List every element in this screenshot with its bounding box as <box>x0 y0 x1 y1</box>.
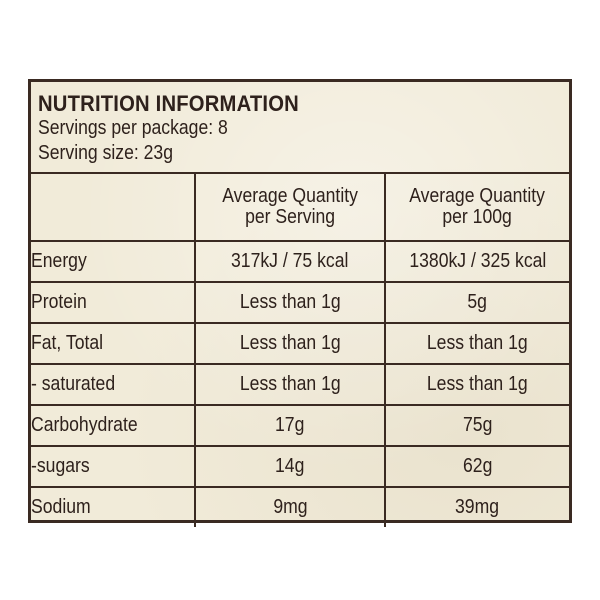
nutrient-name-cell: -sugars <box>31 445 196 488</box>
per-serving-value-cell: Less than 1g <box>194 322 386 365</box>
nutrient-name: Energy <box>31 250 87 272</box>
per-serving-value: Less than 1g <box>239 332 341 354</box>
per-serving-value-cell: 17g <box>194 404 386 447</box>
per-serving-value: 9mg <box>272 496 308 518</box>
per-serving-value: Less than 1g <box>239 291 341 313</box>
per-100g-value: Less than 1g <box>427 373 528 395</box>
nutrition-table: Average Quantity per Serving Average Qua… <box>31 174 569 527</box>
header-per-100g-line2: per 100g <box>442 205 513 228</box>
per-serving-value-cell: Less than 1g <box>194 281 386 324</box>
servings-per-package: Servings per package: 8 <box>38 117 228 139</box>
table-row: -sugars 14g 62g <box>31 445 569 488</box>
table-row: Carbohydrate 17g 75g <box>31 404 569 447</box>
serving-size: Serving size: 23g <box>38 142 174 164</box>
nutrient-name: Protein <box>31 291 87 313</box>
header-blank-cell <box>31 174 196 242</box>
per-serving-value: 317kJ / 75 kcal <box>231 250 349 272</box>
nutrient-name: Fat, Total <box>31 332 104 354</box>
table-row: - saturated Less than 1g Less than 1g <box>31 363 569 406</box>
per-100g-value-cell: 1380kJ / 325 kcal <box>384 240 569 283</box>
per-serving-value-cell: 14g <box>194 445 386 488</box>
per-100g-value: 39mg <box>455 496 500 518</box>
per-100g-value: Less than 1g <box>427 332 528 354</box>
table-row: Fat, Total Less than 1g Less than 1g <box>31 322 569 365</box>
per-100g-value-cell: 5g <box>384 281 569 324</box>
nutrient-name-cell: Protein <box>31 281 196 324</box>
header-per-serving-line2: per Serving <box>244 205 335 228</box>
nutrient-name: Carbohydrate <box>31 414 138 436</box>
header-per-100g-line1: Average Quantity <box>409 184 546 207</box>
nutrition-panel: NUTRITION INFORMATION Servings per packa… <box>28 79 572 527</box>
header-per-serving-line1: Average Quantity <box>222 184 358 207</box>
nutrient-name: -sugars <box>31 455 90 477</box>
panel-header: NUTRITION INFORMATION Servings per packa… <box>31 82 569 174</box>
nutrient-name-cell: Fat, Total <box>31 322 196 365</box>
table-row: Protein Less than 1g 5g <box>31 281 569 324</box>
per-100g-value: 1380kJ / 325 kcal <box>409 250 546 272</box>
table-header-row: Average Quantity per Serving Average Qua… <box>31 174 569 242</box>
nutrient-name: Sodium <box>31 496 91 518</box>
per-serving-value: 17g <box>275 414 305 436</box>
header-per-serving: Average Quantity per Serving <box>194 174 386 242</box>
nutrient-name-cell: Energy <box>31 240 196 283</box>
per-100g-value-cell: Less than 1g <box>384 322 569 365</box>
per-100g-value-cell: 62g <box>384 445 569 488</box>
per-100g-value: 62g <box>462 455 493 477</box>
panel-title: NUTRITION INFORMATION <box>38 91 299 116</box>
table-row: Energy 317kJ / 75 kcal 1380kJ / 325 kcal <box>31 240 569 283</box>
per-100g-value-cell: Less than 1g <box>384 363 569 406</box>
nutrient-name-cell: Carbohydrate <box>31 404 196 447</box>
nutrient-name-cell: - saturated <box>31 363 196 406</box>
per-serving-value-cell: 9mg <box>194 486 386 527</box>
per-serving-value: Less than 1g <box>239 373 341 395</box>
per-serving-value-cell: 317kJ / 75 kcal <box>194 240 386 283</box>
per-100g-value: 5g <box>467 291 488 313</box>
nutrient-name-cell: Sodium <box>31 486 196 527</box>
nutrient-name: - saturated <box>31 373 116 395</box>
per-serving-value: 14g <box>275 455 305 477</box>
per-100g-value-cell: 39mg <box>384 486 569 527</box>
per-serving-value-cell: Less than 1g <box>194 363 386 406</box>
header-per-100g: Average Quantity per 100g <box>384 174 569 242</box>
table-row: Sodium 9mg 39mg <box>31 486 569 527</box>
table-body: Energy 317kJ / 75 kcal 1380kJ / 325 kcal Pr… <box>31 240 569 527</box>
per-100g-value-cell: 75g <box>384 404 569 447</box>
per-100g-value: 75g <box>462 414 493 436</box>
